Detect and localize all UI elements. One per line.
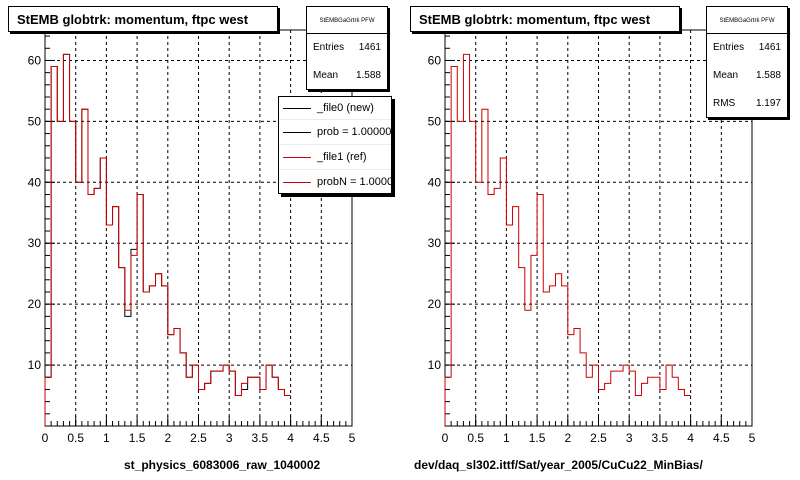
right-y-tick-label: 20 — [428, 297, 442, 311]
left-histogram-series-1 — [44, 53, 291, 426]
left-y-tick-label: 20 — [28, 297, 42, 311]
left-stats-entries-row: Entries 1461 — [307, 34, 387, 62]
legend-line-black — [283, 131, 311, 133]
right-x-tick-label: 3.5 — [652, 431, 669, 445]
left-y-tick-label: 50 — [28, 114, 42, 128]
left-x-tick-label: 1.5 — [129, 431, 146, 445]
left-stats-mean-value: 1.588 — [355, 70, 381, 81]
right-x-tick-label: 5 — [749, 431, 756, 445]
left-y-tick-label: 40 — [28, 175, 42, 189]
legend-line-black — [283, 107, 311, 109]
right-x-tick-label: 0 — [442, 431, 449, 445]
left-y-tick-label: 30 — [28, 236, 42, 250]
left-title: StEMB globtrk: momentum, ftpc west — [8, 6, 278, 32]
right-stats-entries-value: 1461 — [758, 42, 781, 53]
right-y-tick-label: 50 — [428, 114, 442, 128]
right-stats-entries-label: Entries — [713, 42, 745, 53]
right-x-tick-label: 1 — [503, 431, 510, 445]
legend-label: _file0 (new) — [317, 102, 374, 114]
right-stats-entries-row: Entries 1461 — [707, 34, 787, 62]
left-stats-mean-label: Mean — [313, 70, 339, 81]
left-x-tick-label: 3.5 — [252, 431, 269, 445]
right-y-tick-label: 40 — [428, 175, 442, 189]
right-x-tick-label: 4 — [687, 431, 694, 445]
right-x-tick-label: 0.5 — [467, 431, 484, 445]
left-y-tick-label: 10 — [28, 358, 42, 372]
left-x-tick-label: 4 — [287, 431, 294, 445]
right-y-tick-label: 10 — [428, 358, 442, 372]
left-x-tick-label: 3 — [226, 431, 233, 445]
legend-line-red — [283, 181, 311, 183]
right-stats-rms-value: 1.197 — [755, 98, 781, 109]
left-stats-box: StEMBGaGrtrk PFW Entries 1461 Mean 1.588 — [306, 6, 388, 90]
left-x-tick-label: 2.5 — [190, 431, 207, 445]
right-x-tick-label: 1.5 — [529, 431, 546, 445]
right-title: StEMB globtrk: momentum, ftpc west — [410, 6, 680, 32]
right-stats-rms-label: RMS — [713, 98, 736, 109]
left-stats-name: StEMBGaGrtrk PFW — [307, 7, 387, 34]
legend-entry: probN = 1.000000 — [279, 170, 392, 193]
left-x-tick-label: 0.5 — [67, 431, 84, 445]
left-x-tick-label: 5 — [349, 431, 356, 445]
legend-label: probN = 1.000000 — [317, 176, 392, 188]
right-x-tick-label: 3 — [626, 431, 633, 445]
legend-label: prob = 1.000000 — [317, 126, 392, 138]
legend-entry: _file1 (ref) — [279, 145, 391, 170]
right-stats-mean-row: Mean 1.588 — [707, 62, 787, 90]
right-stats-box: StEMBGaGrtrk PFW Entries 1461 Mean 1.588… — [706, 6, 788, 118]
left-stats-entries-label: Entries — [313, 42, 345, 53]
legend-line-red — [283, 156, 311, 158]
legend-entry: prob = 1.000000 — [279, 120, 391, 145]
left-stats-mean-row: Mean 1.588 — [307, 62, 387, 90]
left-stats-entries-value: 1461 — [358, 42, 381, 53]
right-x-tick-label: 4.5 — [713, 431, 730, 445]
right-x-tick-label: 2.5 — [590, 431, 607, 445]
left-x-tick-label: 2 — [164, 431, 171, 445]
right-x-caption: dev/daq_sl302.ittf/Sat/year_2005/CuCu22_… — [414, 458, 703, 472]
right-stats-mean-label: Mean — [713, 70, 739, 81]
right-y-tick-label: 30 — [428, 236, 442, 250]
right-histogram-series-0 — [444, 53, 691, 426]
left-x-tick-label: 0 — [42, 431, 49, 445]
right-y-tick-label: 60 — [428, 53, 442, 67]
legend-entry: _file0 (new) — [279, 97, 391, 120]
right-x-tick-label: 2 — [564, 431, 571, 445]
left-x-caption: st_physics_6083006_raw_1040002 — [124, 458, 321, 472]
left-x-tick-label: 4.5 — [313, 431, 330, 445]
right-stats-name: StEMBGaGrtrk PFW — [707, 7, 787, 34]
left-legend: _file0 (new) prob = 1.000000 _file1 (ref… — [278, 96, 392, 194]
legend-label: _file1 (ref) — [317, 151, 367, 163]
right-stats-rms-row: RMS 1.197 — [707, 90, 787, 118]
left-x-tick-label: 1 — [103, 431, 110, 445]
left-y-tick-label: 60 — [28, 53, 42, 67]
right-stats-mean-value: 1.588 — [755, 70, 781, 81]
